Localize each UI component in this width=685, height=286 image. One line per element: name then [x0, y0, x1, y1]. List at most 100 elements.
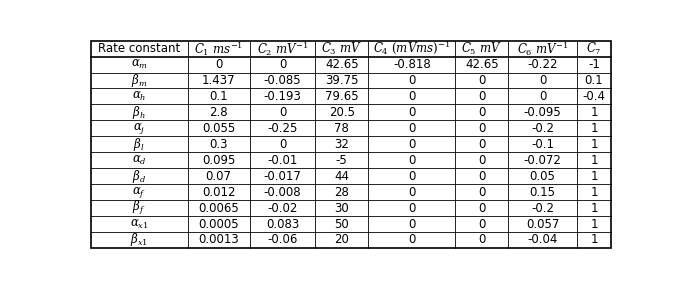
Text: 0: 0 [478, 233, 486, 247]
Text: 28: 28 [334, 186, 349, 199]
Text: $C_2\ mV^{-1}$: $C_2\ mV^{-1}$ [257, 40, 308, 58]
Text: 0.0013: 0.0013 [198, 233, 239, 247]
Text: 0.012: 0.012 [202, 186, 236, 199]
Text: -0.2: -0.2 [531, 202, 554, 214]
Text: -0.193: -0.193 [264, 90, 301, 103]
Text: 0: 0 [408, 202, 416, 214]
Text: 0: 0 [478, 90, 486, 103]
Text: 79.65: 79.65 [325, 90, 358, 103]
Text: 0: 0 [215, 58, 223, 71]
Text: 0: 0 [408, 154, 416, 167]
Text: 1: 1 [590, 186, 598, 199]
Text: 0.1: 0.1 [210, 90, 228, 103]
Text: 0: 0 [478, 74, 486, 87]
Text: 0: 0 [408, 74, 416, 87]
Text: 50: 50 [334, 218, 349, 231]
Text: 78: 78 [334, 122, 349, 135]
Text: 0: 0 [478, 154, 486, 167]
Text: 0.3: 0.3 [210, 138, 228, 151]
Text: 20: 20 [334, 233, 349, 247]
Text: -0.085: -0.085 [264, 74, 301, 87]
Text: -0.095: -0.095 [524, 106, 562, 119]
Text: 0: 0 [478, 138, 486, 151]
Text: 0: 0 [408, 106, 416, 119]
Text: $\alpha_m$: $\alpha_m$ [131, 58, 148, 71]
Text: 0.0005: 0.0005 [199, 218, 239, 231]
Text: 30: 30 [334, 202, 349, 214]
Text: 0.07: 0.07 [206, 170, 232, 183]
Text: $\beta_f$: $\beta_f$ [132, 199, 146, 217]
Text: 1: 1 [590, 122, 598, 135]
Text: 0: 0 [478, 186, 486, 199]
Text: 1: 1 [590, 202, 598, 214]
Text: -0.06: -0.06 [267, 233, 298, 247]
Text: $\alpha_j$: $\alpha_j$ [133, 121, 145, 136]
Text: 42.65: 42.65 [325, 58, 358, 71]
Text: -0.22: -0.22 [527, 58, 558, 71]
Text: -0.04: -0.04 [527, 233, 558, 247]
Text: -0.072: -0.072 [524, 154, 562, 167]
Text: 42.65: 42.65 [465, 58, 499, 71]
Text: 0: 0 [478, 218, 486, 231]
Text: 0.057: 0.057 [526, 218, 560, 231]
Text: -0.1: -0.1 [531, 138, 554, 151]
Text: 0.0065: 0.0065 [198, 202, 239, 214]
Text: $\beta_{x1}$: $\beta_{x1}$ [130, 231, 148, 249]
Text: $\beta_m$: $\beta_m$ [131, 72, 147, 89]
Text: 1: 1 [590, 233, 598, 247]
Text: 0.083: 0.083 [266, 218, 299, 231]
Text: $\beta_d$: $\beta_d$ [132, 168, 147, 185]
Text: -5: -5 [336, 154, 347, 167]
Text: -1: -1 [588, 58, 600, 71]
Text: -0.02: -0.02 [267, 202, 298, 214]
Text: 32: 32 [334, 138, 349, 151]
Text: 0: 0 [408, 233, 416, 247]
Text: 0.095: 0.095 [202, 154, 236, 167]
Text: $\beta_h$: $\beta_h$ [132, 104, 146, 121]
Text: $\alpha_d$: $\alpha_d$ [132, 154, 147, 167]
Text: -0.008: -0.008 [264, 186, 301, 199]
Text: $C_4\ (mVms)^{-1}$: $C_4\ (mVms)^{-1}$ [373, 40, 451, 57]
Text: 1: 1 [590, 138, 598, 151]
Text: Rate constant: Rate constant [98, 42, 180, 55]
Text: 0.05: 0.05 [530, 170, 556, 183]
Text: 0: 0 [539, 74, 547, 87]
Text: $\alpha_{x1}$: $\alpha_{x1}$ [130, 217, 149, 231]
Text: 0: 0 [279, 106, 286, 119]
Text: 0: 0 [408, 138, 416, 151]
Text: -0.017: -0.017 [264, 170, 301, 183]
Text: $\beta_l$: $\beta_l$ [134, 136, 145, 153]
Text: -0.01: -0.01 [267, 154, 298, 167]
Text: $C_5\ mV$: $C_5\ mV$ [462, 41, 502, 57]
Text: 0: 0 [539, 90, 547, 103]
Text: -0.818: -0.818 [393, 58, 431, 71]
Text: 0: 0 [408, 218, 416, 231]
Text: 0: 0 [279, 138, 286, 151]
Text: 0: 0 [408, 186, 416, 199]
Text: 1.437: 1.437 [202, 74, 236, 87]
Text: 1: 1 [590, 218, 598, 231]
Text: 1: 1 [590, 106, 598, 119]
Text: 0: 0 [478, 122, 486, 135]
Text: 1: 1 [590, 154, 598, 167]
Text: 0: 0 [478, 202, 486, 214]
Text: 44: 44 [334, 170, 349, 183]
Text: 0.15: 0.15 [530, 186, 556, 199]
Text: -0.2: -0.2 [531, 122, 554, 135]
Text: $C_3\ mV$: $C_3\ mV$ [321, 41, 362, 57]
Text: 0: 0 [478, 170, 486, 183]
Text: 0: 0 [279, 58, 286, 71]
Text: 20.5: 20.5 [329, 106, 355, 119]
Text: 0: 0 [408, 170, 416, 183]
Text: -0.25: -0.25 [267, 122, 298, 135]
Text: 0.055: 0.055 [202, 122, 235, 135]
Text: 2.8: 2.8 [210, 106, 228, 119]
Text: 1: 1 [590, 170, 598, 183]
Text: $C_6\ mV^{-1}$: $C_6\ mV^{-1}$ [516, 40, 569, 58]
Text: $C_1\ ms^{-1}$: $C_1\ ms^{-1}$ [194, 40, 243, 58]
Text: 0: 0 [408, 122, 416, 135]
Text: 39.75: 39.75 [325, 74, 358, 87]
Text: 0: 0 [408, 90, 416, 103]
Text: $\alpha_f$: $\alpha_f$ [132, 185, 147, 200]
Text: 0.1: 0.1 [585, 74, 603, 87]
